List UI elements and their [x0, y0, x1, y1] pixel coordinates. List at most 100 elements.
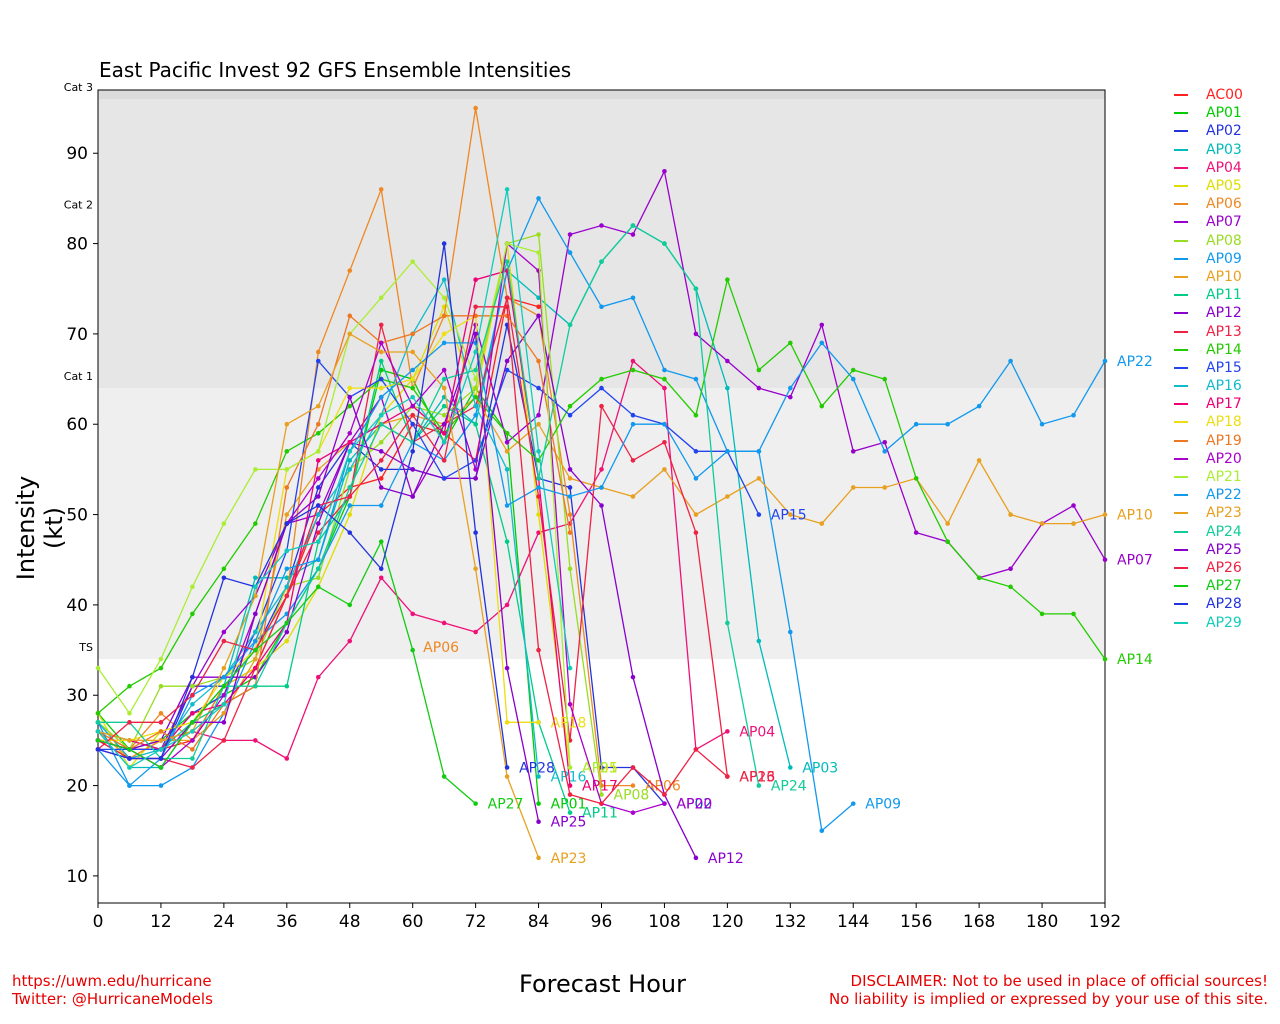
data-point-ap26 — [473, 304, 478, 310]
legend-swatch — [1174, 366, 1188, 369]
legend-swatch — [1174, 566, 1188, 569]
data-point-ap26 — [725, 774, 730, 779]
data-point-ap15 — [599, 385, 604, 391]
data-point-ap05 — [536, 512, 541, 517]
data-point-ap10 — [1039, 521, 1045, 526]
legend-swatch — [1174, 312, 1188, 315]
data-point-ap16 — [536, 774, 541, 779]
data-point-ap13 — [504, 295, 510, 301]
data-point-ap12 — [284, 629, 290, 635]
data-point-ap28 — [284, 521, 290, 526]
data-point-ap09 — [347, 503, 353, 508]
data-point-ap10 — [693, 512, 699, 517]
x-tick-label: 192 — [1089, 912, 1121, 932]
data-point-ap04 — [284, 756, 290, 761]
data-point-ap29 — [315, 539, 321, 544]
data-point-ap10 — [1008, 512, 1013, 517]
x-tick-label: 156 — [900, 912, 932, 932]
data-point-ap19 — [410, 331, 415, 337]
data-point-ap24 — [378, 421, 384, 427]
data-point-ap24 — [630, 223, 636, 228]
data-point-ap05 — [284, 638, 290, 644]
legend-swatch — [1174, 130, 1188, 133]
data-point-ap10 — [1102, 512, 1108, 517]
data-point-ap14 — [253, 521, 258, 526]
data-point-ap09 — [158, 783, 164, 788]
legend-item-ap11: AP11 — [1170, 286, 1243, 304]
data-point-ap23 — [127, 738, 132, 743]
data-point-ap10 — [284, 512, 290, 517]
data-point-ap09 — [630, 295, 636, 301]
data-point-ap14 — [221, 566, 227, 572]
data-point-ap27 — [441, 774, 447, 779]
data-point-ap24 — [95, 720, 101, 725]
data-point-ap28 — [504, 765, 510, 770]
end-label-ap25: AP25 — [551, 815, 587, 831]
series-line-ap17 — [98, 269, 571, 786]
data-point-ac00 — [536, 304, 541, 310]
x-tick-label: 120 — [711, 912, 743, 932]
legend-label: AP24 — [1206, 523, 1242, 540]
legend-item-ap02: AP02 — [1170, 122, 1243, 140]
legend-swatch — [1174, 166, 1188, 169]
legend-swatch — [1174, 421, 1188, 424]
data-point-ap21 — [284, 467, 290, 472]
data-point-ap08 — [158, 683, 164, 689]
data-point-ap14 — [756, 367, 762, 373]
legend-label: AP27 — [1206, 578, 1242, 595]
footer-url[interactable]: https://uwm.edu/hurricane — [12, 972, 212, 990]
legend-swatch — [1174, 585, 1188, 588]
data-point-ap07 — [536, 412, 541, 418]
data-point-ap14 — [567, 403, 573, 409]
data-point-ap06 — [630, 783, 636, 788]
end-label-ap14: AP14 — [1117, 652, 1153, 668]
data-point-ap22 — [567, 494, 573, 499]
legend-label: AP19 — [1206, 432, 1242, 449]
data-point-ap20 — [190, 738, 195, 743]
end-label-ap22: AP22 — [1117, 354, 1153, 370]
data-point-ap04 — [253, 738, 258, 743]
data-point-ap04 — [441, 620, 447, 626]
data-point-ap15 — [504, 367, 510, 373]
data-point-ap07 — [882, 440, 888, 445]
data-point-ap12 — [630, 674, 636, 680]
data-point-ap10 — [788, 512, 793, 517]
data-point-ap08 — [567, 566, 573, 572]
legend-swatch — [1174, 330, 1188, 333]
x-tick-label: 48 — [339, 912, 361, 932]
data-point-ap11 — [504, 539, 510, 544]
data-point-ap04 — [725, 729, 730, 734]
legend-label: AP05 — [1206, 178, 1242, 195]
data-point-ap16 — [473, 403, 478, 409]
data-point-ap26 — [504, 304, 510, 310]
data-point-ap28 — [441, 241, 447, 246]
data-point-ap03 — [788, 765, 793, 770]
data-point-ap10 — [221, 711, 227, 716]
legend-label: AP16 — [1206, 378, 1242, 395]
data-point-ap24 — [253, 683, 258, 689]
end-label-ap09: AP09 — [865, 797, 901, 813]
data-point-ap29 — [441, 440, 447, 445]
data-point-ap26 — [221, 638, 227, 644]
data-point-ap10 — [1071, 521, 1076, 526]
end-label-ap10: AP10 — [1117, 508, 1153, 524]
x-tick-label: 180 — [1026, 912, 1058, 932]
legend-item-ap22: AP22 — [1170, 486, 1243, 504]
data-point-ap12 — [378, 449, 384, 454]
data-point-ap29 — [190, 729, 195, 734]
legend-label: AP18 — [1206, 414, 1242, 431]
legend-item-ap23: AP23 — [1170, 504, 1243, 522]
data-point-ap28 — [315, 503, 321, 508]
data-point-ap14 — [127, 683, 132, 689]
data-point-ap21 — [221, 521, 227, 526]
data-point-ap14 — [662, 376, 667, 382]
legend-swatch — [1174, 621, 1188, 624]
legend-swatch — [1174, 221, 1188, 224]
data-point-ap21 — [504, 241, 510, 246]
data-point-ap21 — [127, 711, 132, 716]
data-point-ap24 — [599, 259, 604, 264]
footer-twitter[interactable]: Twitter: @HurricaneModels — [12, 990, 213, 1008]
data-point-ap16 — [347, 467, 353, 472]
legend-label: AP13 — [1206, 323, 1242, 340]
legend-item-ap01: AP01 — [1170, 104, 1243, 122]
